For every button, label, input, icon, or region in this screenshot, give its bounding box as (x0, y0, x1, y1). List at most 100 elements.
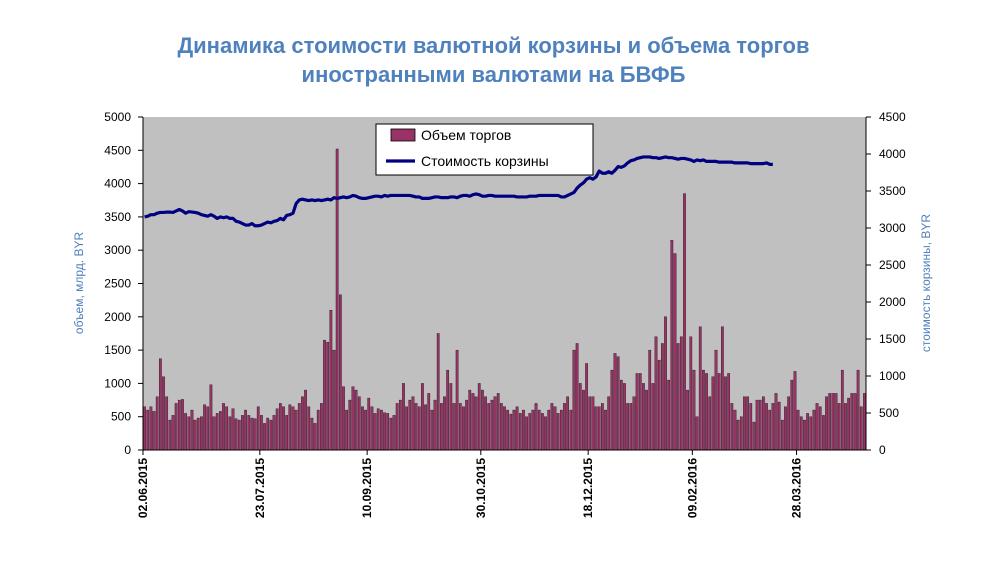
volume-bar (544, 416, 547, 451)
volume-bar (465, 399, 468, 451)
volume-bar (591, 396, 595, 451)
volume-bar (509, 413, 513, 451)
volume-bar (234, 418, 238, 451)
volume-bar (730, 403, 734, 451)
volume-bar (320, 403, 323, 451)
volume-bar (721, 326, 724, 451)
volume-bar (443, 396, 446, 451)
volume-bar (727, 373, 731, 451)
left-axis-label: объем, млрд. BYR (72, 232, 86, 335)
volume-bar (490, 399, 494, 451)
volume-bar (367, 397, 371, 451)
volume-bar (626, 403, 629, 451)
volume-bar (282, 406, 285, 451)
basket-price-line (144, 155, 773, 228)
volume-bar (152, 411, 156, 451)
volume-bar (168, 419, 172, 451)
volume-bar (518, 413, 522, 451)
volume-bar (673, 253, 677, 451)
volume-bar (395, 403, 399, 451)
volume-bar (392, 415, 396, 451)
volume-bar (316, 409, 320, 451)
volume-bar (244, 409, 247, 451)
volume-bar (679, 336, 683, 451)
right-tick-label: 4000 (879, 147, 906, 161)
legend-label-basket: Стоимость корзины (421, 153, 549, 169)
volume-bar (522, 409, 525, 451)
volume-bar (149, 406, 153, 451)
volume-bar (250, 417, 254, 451)
volume-bar (784, 406, 787, 451)
volume-bar (578, 383, 582, 451)
volume-bar (850, 393, 854, 451)
volume-bar (222, 403, 225, 451)
volume-bar (711, 376, 715, 451)
volume-bar (389, 417, 393, 451)
volume-bar (332, 349, 336, 451)
volume-bar (585, 363, 588, 451)
volume-bar (796, 409, 800, 451)
volume-bar (241, 415, 244, 451)
left-tick-label: 2500 (104, 277, 131, 291)
volume-bar (263, 423, 266, 451)
volume-bar (525, 416, 528, 451)
volume-bar (787, 396, 791, 451)
volume-bar (822, 415, 825, 451)
volume-bar (828, 393, 832, 451)
volume-bar (383, 412, 386, 451)
right-tick-label: 2500 (879, 258, 906, 272)
volume-bar (351, 386, 355, 451)
volume-bar (338, 294, 342, 451)
volume-bar (398, 399, 402, 451)
volume-bar (433, 399, 437, 451)
volume-bar (376, 408, 380, 451)
volume-bar (559, 409, 563, 451)
volume-bar (765, 403, 768, 451)
volume-bar (430, 409, 434, 451)
volume-bar (616, 356, 620, 451)
volume-bar (196, 417, 200, 451)
volume-bar (702, 369, 705, 451)
bar-series (143, 148, 866, 451)
volume-bar (840, 369, 844, 451)
volume-bar (307, 406, 311, 451)
volume-bar (414, 403, 418, 451)
chart-title: Динамика стоимости валютной корзины и об… (0, 31, 987, 89)
volume-bar (708, 396, 712, 451)
volume-bar (686, 389, 689, 451)
left-tick-label: 1000 (104, 376, 131, 390)
volume-bar (411, 396, 415, 451)
volume-bar (556, 413, 560, 451)
volume-bar (449, 383, 453, 451)
volume-bar (774, 393, 778, 451)
volume-bar (825, 396, 828, 451)
x-tick-label: 28.03.2016 (790, 458, 804, 518)
volume-bar (799, 416, 803, 451)
volume-bar (335, 148, 339, 451)
chart-title-line-2: иностранными валютами на БВФБ (301, 62, 686, 87)
volume-bar (597, 406, 601, 451)
volume-bar (288, 404, 292, 451)
volume-bar (575, 343, 579, 451)
volume-bar (354, 389, 358, 451)
x-tick-label: 30.10.2015 (474, 458, 488, 518)
volume-bar (645, 389, 648, 451)
volume-bar (733, 409, 737, 451)
volume-bar (534, 403, 538, 451)
volume-bar (203, 404, 206, 451)
volume-bar (670, 240, 674, 451)
x-tick-label: 09.02.2016 (685, 458, 699, 518)
volume-bar (427, 393, 431, 451)
volume-bar (440, 403, 443, 451)
volume-bar (181, 399, 184, 451)
volume-bar (724, 376, 727, 451)
volume-bar (159, 358, 162, 451)
volume-bar (705, 373, 708, 451)
volume-bar (481, 389, 484, 451)
volume-bar (342, 386, 345, 451)
volume-bar (310, 417, 314, 451)
volume-bar (373, 413, 377, 451)
volume-bar (291, 406, 295, 451)
volume-bar (594, 406, 598, 451)
